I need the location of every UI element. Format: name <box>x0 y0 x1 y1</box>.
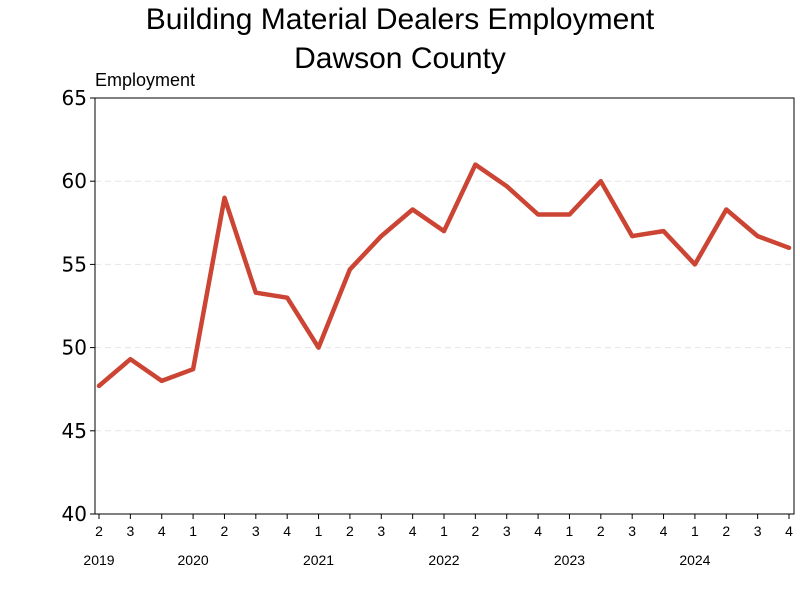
x-tick-label: 1 <box>691 523 699 539</box>
x-tick-label: 3 <box>754 523 762 539</box>
x-tick-label: 1 <box>189 523 197 539</box>
data-point <box>598 179 603 184</box>
series-line-1 <box>96 162 792 389</box>
year-label: 2023 <box>554 552 585 568</box>
data-point <box>410 207 415 212</box>
data-point <box>128 357 133 362</box>
x-tick-label: 1 <box>315 523 323 539</box>
x-tick-label: 3 <box>377 523 385 539</box>
x-tick-label: 3 <box>628 523 636 539</box>
x-tick-label: 4 <box>660 523 668 539</box>
x-tick-label: 1 <box>566 523 574 539</box>
data-point <box>630 234 635 239</box>
series-layer <box>96 162 792 389</box>
x-axis: 2 3 4 1 2 3 4 1 2 3 4 1 2 3 4 1 2 3 4 1 2 3 4 2019 2020 2021 2022 2… <box>83 514 793 568</box>
data-point <box>285 295 290 300</box>
y-tick-label: 55 <box>62 252 87 276</box>
x-tick-label: 2 <box>471 523 479 539</box>
data-point <box>504 184 509 189</box>
data-point <box>661 229 666 234</box>
plot-frame <box>94 97 795 515</box>
y-tick-label: 50 <box>62 336 87 360</box>
x-tick-label: 1 <box>440 523 448 539</box>
x-tick-label: 3 <box>252 523 260 539</box>
x-tick-label: 2 <box>597 523 605 539</box>
x-tick-label: 2 <box>221 523 229 539</box>
data-point <box>222 195 227 200</box>
x-tick-label: 2 <box>95 523 103 539</box>
y-tick-label: 40 <box>62 502 87 526</box>
data-point <box>755 234 760 239</box>
y-axis-label: Employment <box>95 70 195 90</box>
data-point <box>442 229 446 234</box>
year-label: 2019 <box>83 552 114 568</box>
x-tick-label: 2 <box>722 523 730 539</box>
x-tick-label: 4 <box>785 523 793 539</box>
data-point <box>159 378 164 383</box>
data-point <box>473 162 478 167</box>
data-point <box>567 212 572 217</box>
data-point <box>253 290 258 295</box>
x-tick-label: 3 <box>126 523 134 539</box>
y-axis: 40 45 50 55 60 65 <box>62 86 95 526</box>
data-point <box>692 262 697 267</box>
data-point <box>191 367 196 372</box>
y-tick-label: 45 <box>62 419 87 443</box>
gridlines <box>95 180 794 432</box>
data-point <box>536 212 541 217</box>
year-label: 2022 <box>428 552 459 568</box>
year-label: 2020 <box>178 552 209 568</box>
chart-title: Building Material Dealers Employment <box>146 3 655 36</box>
data-point <box>787 245 791 250</box>
y-tick-label: 65 <box>62 86 87 110</box>
x-tick-label: 4 <box>283 523 291 539</box>
x-tick-label: 3 <box>503 523 511 539</box>
data-point <box>316 345 321 350</box>
x-tick-label: 4 <box>534 523 542 539</box>
x-tick-label: 4 <box>409 523 417 539</box>
data-point <box>97 383 101 388</box>
x-tick-label: 2 <box>346 523 354 539</box>
chart-subtitle: Dawson County <box>294 42 506 75</box>
year-label: 2024 <box>679 552 710 568</box>
y-tick-label: 60 <box>62 169 87 193</box>
data-point <box>347 267 352 272</box>
x-tick-label: 4 <box>158 523 166 539</box>
year-label: 2021 <box>303 552 334 568</box>
data-point <box>379 234 384 239</box>
data-point <box>724 207 729 212</box>
